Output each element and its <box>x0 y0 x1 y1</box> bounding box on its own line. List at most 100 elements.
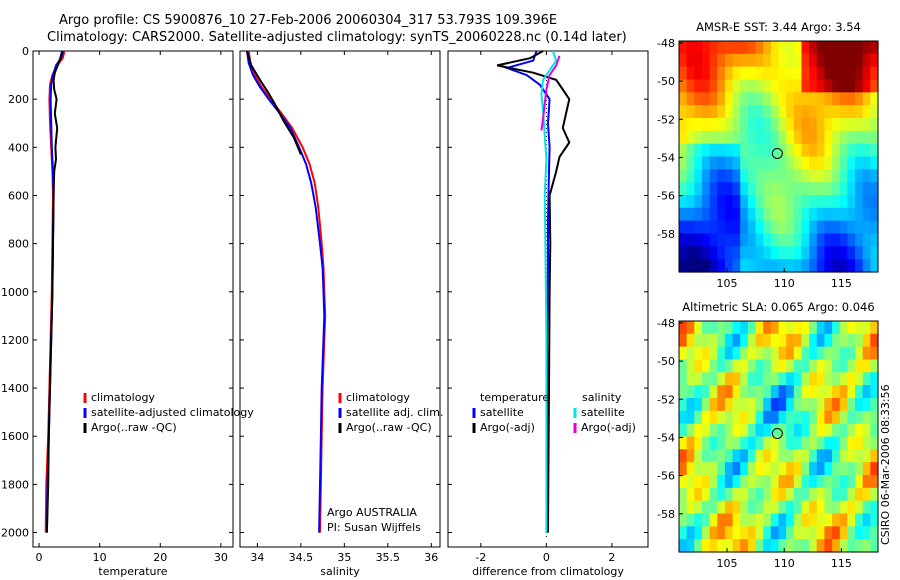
sla-map-cell <box>786 321 795 335</box>
sla-map-cell <box>801 333 810 348</box>
sst-map-cell <box>770 79 780 93</box>
sst-map-cell <box>816 169 826 183</box>
sst-map-cell <box>793 182 803 196</box>
sst-map-cell <box>709 246 718 260</box>
sla-map-cell <box>694 321 703 335</box>
sst-map-xtick-label: 115 <box>831 277 852 290</box>
sla-map-cell <box>862 487 871 502</box>
sla-map-cell <box>824 333 833 348</box>
sla-map-cell <box>740 449 749 463</box>
sst-map-cell <box>801 53 810 68</box>
sla-map-cell <box>694 423 703 438</box>
sst-map-cell <box>755 53 764 68</box>
sst-map-cell <box>763 182 772 196</box>
sst-map-cell <box>839 66 848 81</box>
sla-map-cell <box>778 359 787 373</box>
sla-map-cell <box>801 398 810 412</box>
sst-map-cell <box>870 207 879 222</box>
sla-map-cell <box>778 436 787 450</box>
sst-map-cell <box>832 233 841 247</box>
sla-map-cell <box>686 372 695 386</box>
sst-map-cell <box>870 118 879 132</box>
sst-map-cell <box>679 79 688 93</box>
difference-profile-xtick-label: -2 <box>475 551 486 564</box>
temperature-profile-frame <box>32 50 234 548</box>
temperature-profile-xtick-label: 30 <box>214 551 228 564</box>
sla-map-cell <box>732 333 741 348</box>
sst-map-cell <box>747 169 757 183</box>
sla-map-cell <box>847 526 856 540</box>
legend-salinity-satellite-label: satellite <box>581 406 625 419</box>
sst-map-cell <box>755 143 764 158</box>
sst-map-cell <box>824 156 833 170</box>
sla-map-cell <box>816 526 826 540</box>
sla-map-cell <box>801 513 810 527</box>
sla-map-ytick-label: -54 <box>657 431 675 444</box>
sla-map-cell <box>694 449 703 463</box>
sla-map-cell <box>740 487 749 502</box>
sst-map-cell <box>847 66 856 81</box>
sst-map-cell <box>839 143 848 158</box>
sst-map-cell <box>724 233 734 247</box>
sst-map-cell <box>862 118 871 132</box>
sla-map-cell <box>824 500 833 515</box>
sla-map-cell <box>786 359 795 373</box>
sst-map-cell <box>809 220 818 235</box>
difference-profile-series-temperature-argo-adj- <box>496 50 571 533</box>
depth-tick-label: 0 <box>22 45 29 58</box>
sla-map-cell <box>801 346 810 361</box>
sst-map-cell <box>862 195 871 209</box>
sst-map-cell <box>793 246 803 260</box>
principal-investigator-label: PI: Susan Wijffels <box>327 521 421 534</box>
sst-map-cell <box>701 41 711 55</box>
sst-map-cell <box>732 195 741 209</box>
sla-map-ytick-label: -50 <box>657 355 675 368</box>
sst-map-cell <box>839 156 848 170</box>
sst-map-cell <box>755 246 764 260</box>
sst-map-cell <box>862 143 871 158</box>
difference-profile-xlabel: difference from climatology <box>472 565 624 578</box>
sla-map-cell <box>816 487 826 502</box>
sst-map-cell <box>816 259 826 273</box>
sla-map-cell <box>701 449 711 463</box>
sst-map-cell <box>770 118 780 132</box>
sla-map-cell <box>847 423 856 438</box>
sla-map-cell <box>847 513 856 527</box>
sst-map-cell <box>694 207 703 222</box>
sla-map-cell <box>732 462 741 476</box>
sla-map-cell <box>740 436 749 450</box>
sla-map-cell <box>793 500 803 515</box>
sst-map-cell <box>694 233 703 247</box>
sla-map-cell <box>786 410 795 425</box>
sla-map-cell <box>686 462 695 476</box>
sst-map-cell <box>862 130 871 145</box>
sla-map-cell <box>778 449 787 463</box>
sst-map-cell <box>839 130 848 145</box>
sst-map-cell <box>732 53 741 68</box>
sst-map-cell <box>724 207 734 222</box>
sst-map-cell <box>847 233 856 247</box>
sla-map-cell <box>778 410 787 425</box>
sla-map-cell <box>847 359 856 373</box>
sla-map-cell <box>763 410 772 425</box>
sst-map-cell <box>824 53 833 68</box>
sla-map-cell <box>809 359 818 373</box>
sla-map-cell <box>701 462 711 476</box>
sst-map-cell <box>740 143 749 158</box>
sla-map-cell <box>809 436 818 450</box>
sla-map-cell <box>793 462 803 476</box>
sla-map-cell <box>824 449 833 463</box>
sla-map-cell <box>763 539 772 553</box>
sst-map-cell <box>809 130 818 145</box>
sst-map-cell <box>832 156 841 170</box>
sst-map-cell <box>679 246 688 260</box>
sla-map-xtick-label: 105 <box>717 557 738 570</box>
sla-map-cell <box>770 321 780 335</box>
sla-map-xtick-label: 115 <box>831 557 852 570</box>
sla-map-cell <box>755 513 764 527</box>
sla-map-cell <box>732 385 741 399</box>
sst-map-cell <box>809 66 818 81</box>
sst-map-cell <box>855 156 864 170</box>
sst-map-cell <box>832 53 841 68</box>
sla-map-cell <box>839 372 848 386</box>
